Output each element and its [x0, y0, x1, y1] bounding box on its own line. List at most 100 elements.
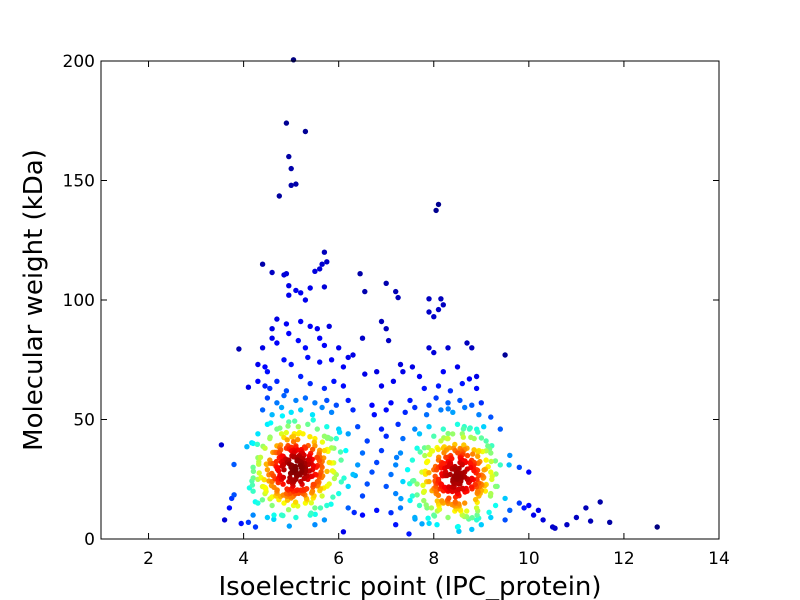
data-point [388, 471, 394, 478]
data-point [435, 476, 442, 482]
data-point [481, 467, 487, 473]
data-point [300, 431, 306, 437]
data-point [259, 407, 266, 413]
data-point [309, 412, 316, 418]
data-point [404, 467, 411, 473]
data-point [426, 296, 432, 302]
data-point [446, 495, 452, 501]
data-point [369, 402, 375, 408]
data-point [231, 492, 237, 498]
data-point [383, 483, 389, 490]
data-point [383, 280, 389, 286]
data-point [319, 493, 325, 499]
data-point [412, 514, 418, 521]
data-point [407, 397, 413, 404]
data-point [445, 406, 451, 412]
data-point [287, 474, 293, 481]
data-point [330, 494, 336, 500]
data-point [412, 426, 418, 432]
data-point [274, 316, 280, 322]
data-point [231, 461, 237, 468]
data-point [286, 283, 292, 289]
data-point [470, 451, 476, 457]
data-point [279, 413, 286, 419]
data-point [445, 430, 451, 437]
data-point [475, 453, 481, 459]
data-point [474, 512, 480, 518]
data-point [416, 431, 423, 437]
data-point [309, 488, 316, 494]
data-point [301, 475, 307, 482]
data-point [438, 407, 444, 413]
data-point [378, 426, 385, 432]
data-point [283, 388, 290, 394]
data-point [273, 458, 280, 465]
data-point [390, 378, 397, 384]
data-point [426, 402, 432, 408]
data-point [475, 429, 481, 435]
data-point [406, 531, 412, 537]
data-point [411, 477, 417, 484]
data-point [457, 397, 463, 404]
data-point [295, 337, 301, 344]
y-tick-label: 0 [84, 530, 95, 550]
data-point [306, 468, 313, 474]
data-point [502, 495, 508, 502]
data-point [435, 446, 441, 453]
data-point [317, 505, 324, 511]
data-point [359, 512, 366, 518]
data-point [440, 302, 446, 308]
data-point [502, 517, 508, 523]
data-point [409, 493, 416, 499]
data-point [328, 445, 335, 451]
data-point [274, 340, 280, 346]
data-point [307, 323, 313, 329]
data-point [421, 488, 427, 494]
data-point [393, 288, 399, 295]
data-point [393, 490, 399, 497]
data-point [324, 468, 330, 475]
data-point [302, 395, 309, 401]
data-point [341, 475, 347, 481]
data-point [298, 318, 304, 325]
data-point [308, 510, 314, 516]
data-point [321, 284, 328, 290]
data-point [478, 435, 485, 441]
data-point [293, 514, 299, 521]
data-point [302, 345, 309, 351]
data-point [276, 468, 282, 474]
data-point [284, 437, 290, 443]
data-point [290, 439, 297, 445]
y-tick-label: 200 [63, 52, 95, 72]
data-point [277, 425, 283, 431]
data-point [397, 361, 404, 368]
x-tick-label: 6 [333, 549, 344, 569]
data-point [351, 509, 357, 516]
x-tick-label: 14 [708, 549, 730, 569]
data-point [336, 345, 342, 351]
data-point [250, 464, 256, 470]
data-point [350, 352, 356, 358]
data-point [452, 499, 458, 505]
data-point [317, 335, 323, 341]
data-point [333, 435, 339, 442]
data-point [564, 522, 570, 528]
data-point [264, 369, 271, 375]
data-point [393, 454, 400, 461]
data-point [262, 383, 268, 389]
data-point [288, 409, 294, 415]
data-point [298, 373, 304, 380]
data-point [286, 523, 292, 529]
data-point [283, 271, 290, 277]
data-point [421, 497, 427, 504]
data-point [516, 464, 522, 470]
data-point [492, 458, 499, 464]
data-point [278, 404, 285, 411]
data-point [464, 452, 471, 459]
data-point [226, 505, 233, 511]
data-point [290, 57, 297, 63]
data-point [324, 259, 330, 265]
data-point [431, 512, 437, 518]
data-point [395, 294, 401, 301]
data-point [447, 388, 454, 394]
